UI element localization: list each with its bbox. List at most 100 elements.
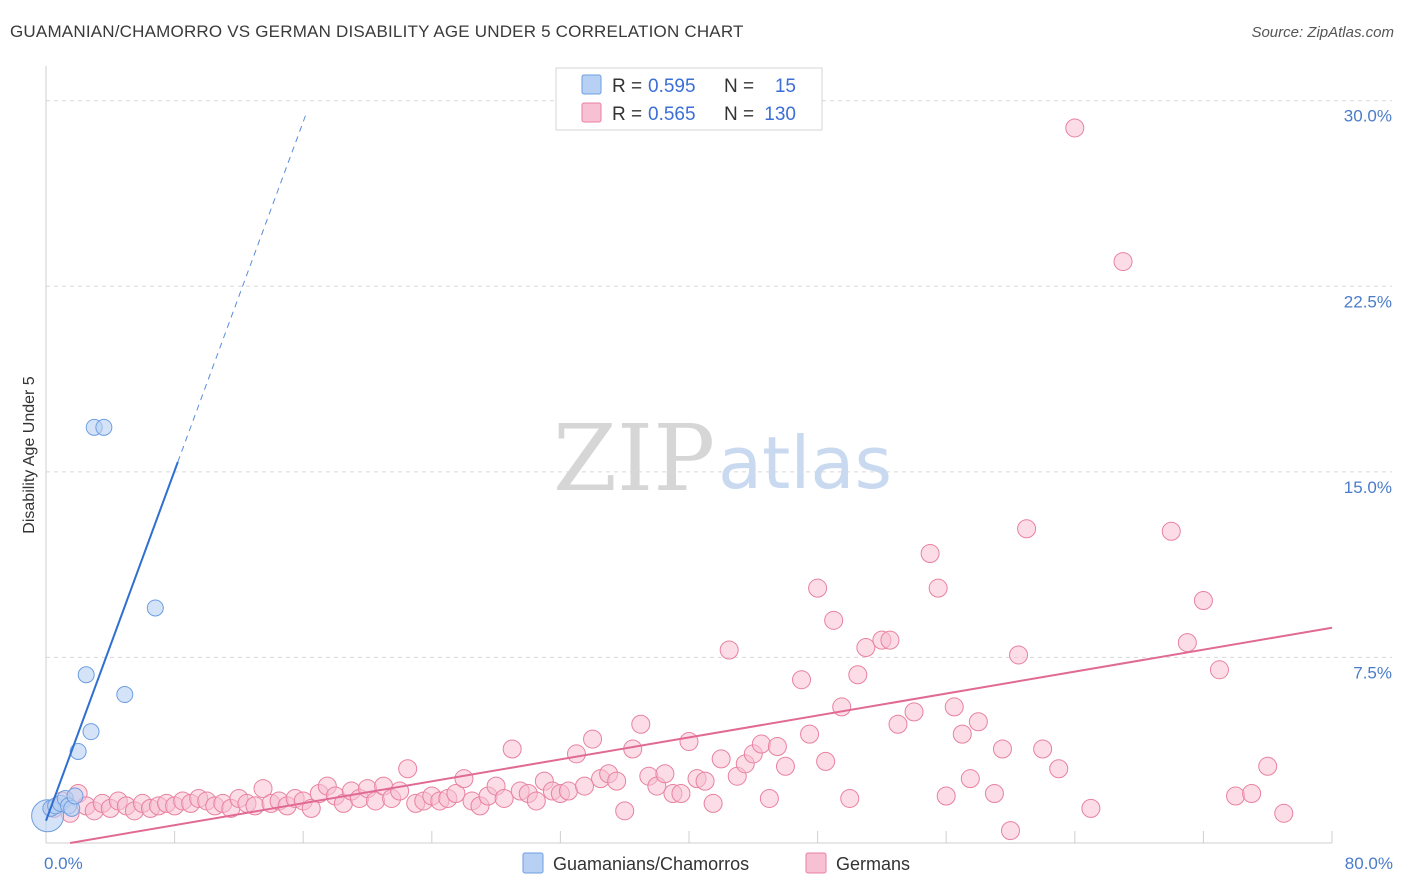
series-legend-swatch-germans	[805, 852, 827, 874]
german-point	[856, 638, 876, 658]
german-point	[960, 769, 980, 789]
legend-n-label-2: N =	[724, 104, 754, 125]
guamanian-point	[66, 787, 84, 805]
trend-lines	[45, 112, 1333, 844]
source-credit: Source: ZipAtlas.com	[1251, 24, 1394, 41]
legend-n-value-1: 15	[775, 76, 796, 97]
y-tick-label: 15.0%	[1344, 478, 1392, 497]
german-point	[1017, 519, 1037, 539]
germans-points	[44, 118, 1294, 841]
german-point	[558, 781, 578, 801]
german-point	[944, 697, 964, 717]
german-point	[1049, 759, 1069, 779]
german-point	[1209, 660, 1229, 680]
legend-swatch-guamanians	[581, 74, 602, 95]
german-point	[848, 665, 868, 685]
x-tick-label: 80.0%	[1345, 854, 1393, 873]
guamanian-point	[146, 599, 164, 617]
german-point	[1001, 821, 1020, 841]
german-point	[631, 714, 651, 734]
german-point	[759, 788, 779, 808]
series-legend-swatch-guamanians	[522, 852, 544, 874]
german-point	[671, 784, 691, 804]
german-point	[583, 729, 603, 749]
german-point	[920, 544, 940, 564]
guamanian-trend-line	[45, 461, 179, 822]
german-point	[936, 786, 956, 806]
legend-r-value-2: 0.565	[648, 104, 696, 125]
german-trend-line	[69, 626, 1333, 844]
german-point	[800, 724, 820, 744]
german-point	[526, 791, 546, 811]
series-legend-label-guamanians: Guamanians/Chamorros	[553, 854, 749, 874]
german-point	[767, 737, 787, 757]
german-point	[840, 788, 860, 808]
german-point	[808, 578, 828, 598]
german-point	[253, 779, 273, 799]
german-point	[1081, 798, 1101, 818]
legend-r-label-1: R =	[612, 76, 642, 97]
german-point	[1177, 633, 1197, 653]
german-point	[1033, 739, 1053, 759]
axes	[45, 66, 1333, 844]
german-point	[695, 771, 715, 791]
german-point	[992, 739, 1012, 759]
tick-labels: 7.5% 15.0% 22.5% 30.0% 0.0% 80.0%	[44, 107, 1393, 873]
german-point	[792, 670, 812, 690]
german-point	[1009, 645, 1029, 665]
german-point	[454, 769, 474, 789]
german-point	[968, 712, 988, 732]
german-point	[952, 724, 972, 744]
legend-swatch-germans	[581, 102, 602, 123]
german-point	[719, 640, 739, 660]
guamanian-point	[95, 418, 113, 436]
stats-legend: R = 0.595 N = 15 R = 0.565 N = 130	[555, 67, 823, 131]
x-tick-label: 0.0%	[44, 854, 83, 873]
german-point	[888, 714, 908, 734]
german-point	[566, 744, 586, 764]
german-point	[1193, 591, 1213, 611]
german-point	[575, 776, 595, 796]
series-legend: Guamanians/Chamorros Germans	[522, 852, 910, 874]
legend-n-label-1: N =	[724, 76, 754, 97]
german-point	[398, 759, 418, 779]
german-point	[775, 756, 795, 776]
watermark: ZIP atlas	[553, 405, 892, 512]
guamanians-points	[31, 418, 164, 833]
legend-r-value-1: 0.595	[648, 76, 696, 97]
legend-r-label-2: R =	[612, 104, 642, 125]
german-point	[655, 764, 675, 784]
german-point	[615, 801, 635, 821]
grid-lines	[46, 100, 1392, 658]
german-point	[751, 734, 771, 754]
y-axis-label: Disability Age Under 5	[21, 376, 38, 534]
y-tick-label: 30.0%	[1344, 107, 1392, 126]
german-point	[984, 784, 1004, 804]
german-point	[1065, 118, 1085, 138]
german-point	[1113, 252, 1133, 272]
guamanian-trend-extension	[177, 112, 307, 463]
german-point	[880, 630, 900, 650]
watermark-zip: ZIP	[553, 405, 715, 512]
german-point	[446, 784, 466, 804]
german-point	[904, 702, 924, 722]
guamanian-point	[77, 666, 95, 684]
guamanian-point	[82, 723, 100, 741]
german-point	[824, 610, 844, 630]
german-point	[1226, 786, 1246, 806]
watermark-atlas: atlas	[718, 421, 892, 505]
german-point	[679, 732, 699, 752]
y-tick-label: 22.5%	[1344, 292, 1392, 311]
german-point	[494, 788, 514, 808]
y-tick-label: 7.5%	[1353, 663, 1392, 682]
german-point	[928, 578, 948, 598]
legend-n-value-2: 130	[764, 104, 796, 125]
guamanian-point	[69, 742, 87, 760]
german-point	[1274, 803, 1294, 823]
guamanian-point	[116, 686, 134, 704]
chart-title: GUAMANIAN/CHAMORRO VS GERMAN DISABILITY …	[10, 22, 744, 41]
german-point	[1258, 756, 1278, 776]
german-point	[1161, 521, 1181, 541]
german-point	[301, 798, 321, 818]
